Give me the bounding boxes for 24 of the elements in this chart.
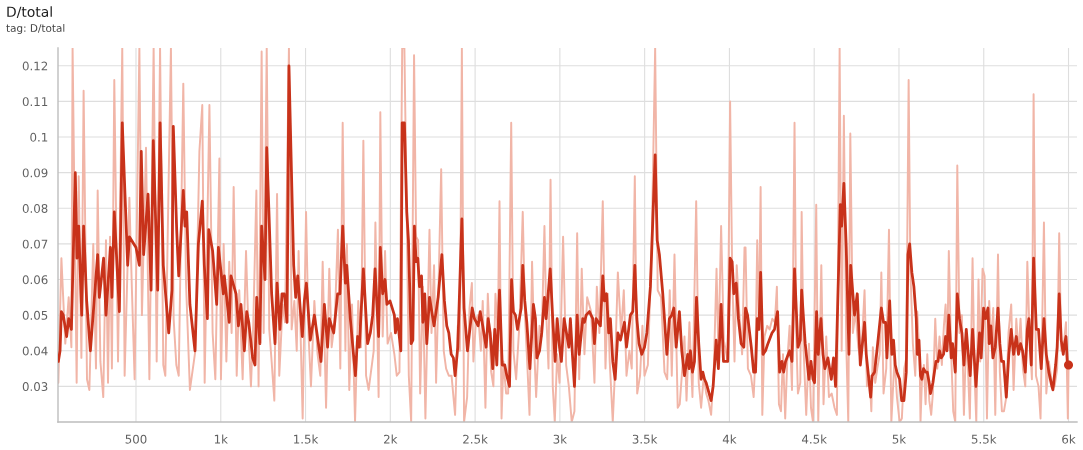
y-tick-label: 0.06 [22,275,48,285]
chart-title: D/total [7,6,52,19]
y-tick-label: 0.12 [22,61,48,71]
y-tick-label: 0.1 [30,132,48,142]
y-tick-label: 0.03 [22,382,48,392]
y-tick-label: 0.04 [22,346,48,356]
x-tick-label: 5k [892,434,907,444]
x-tick-label: 3k [553,434,568,444]
y-tick-label: 0.09 [22,168,48,178]
y-tick-label: 0.11 [22,97,48,107]
x-tick-label: 500 [125,434,147,444]
x-tick-label: 4.5k [801,434,827,444]
y-tick-label: 0.07 [22,239,48,249]
x-tick-label: 3.5k [632,434,658,444]
x-tick-label: 1.5k [294,434,319,444]
x-tick-label: 6k [1062,434,1076,444]
x-tick-label: 2.5k [463,434,488,444]
chart-subtitle: tag: D/total [6,23,65,35]
y-tick-label: 0.05 [22,310,48,320]
x-tick-label: 2k [384,434,398,444]
x-tick-label: 4k [722,434,737,444]
x-tick-label: 1k [214,434,228,444]
y-tick-label: 0.08 [22,204,48,213]
x-tick-label: 5.5k [971,434,997,444]
